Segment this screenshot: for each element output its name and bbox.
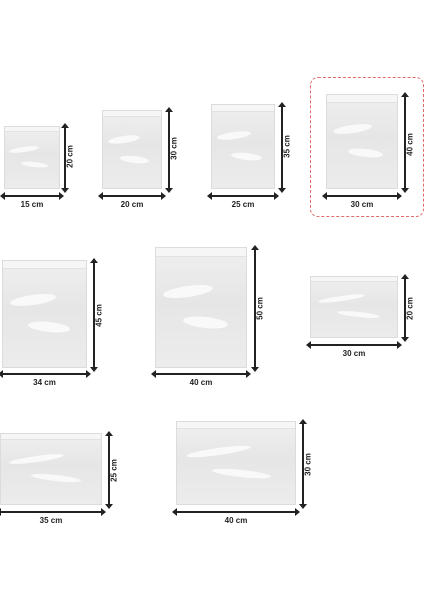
height-label: 30 cm [169,137,179,160]
height-dimension-line [278,102,286,193]
height-dimension-line [90,258,98,372]
height-label: 35 cm [282,135,292,158]
bag-image [176,421,296,505]
width-label: 30 cm [342,349,366,358]
width-label: 34 cm [33,378,56,387]
height-dimension-line [105,431,113,509]
bag-image [211,104,275,189]
height-label: 45 cm [94,304,104,327]
width-label: 15 cm [20,200,44,209]
height-dimension-line [165,107,173,193]
width-dimension-line [306,341,402,349]
height-label: 40 cm [405,133,415,156]
width-dimension-line [0,508,106,516]
width-label: 40 cm [189,378,213,387]
height-dimension-line [401,274,409,342]
bag-image [0,433,102,505]
bag-image [2,260,87,368]
bag-image [310,276,398,338]
height-dimension-line [61,123,69,193]
bag-image [155,247,247,368]
width-dimension-line [0,370,91,378]
width-dimension-line [98,192,166,200]
width-dimension-line [322,192,402,200]
bag-image [326,94,398,189]
width-label: 30 cm [350,200,374,209]
height-label: 50 cm [255,297,265,320]
bag-image [4,126,60,189]
height-dimension-line [401,92,409,193]
height-dimension-line [299,419,307,509]
width-label: 35 cm [39,516,63,525]
width-dimension-line [172,508,300,516]
height-label: 25 cm [109,459,119,482]
width-label: 20 cm [120,200,144,209]
height-label: 30 cm [303,453,313,476]
width-dimension-line [0,192,64,200]
width-label: 25 cm [231,200,255,209]
height-label: 20 cm [405,297,415,320]
height-dimension-line [251,245,259,372]
width-dimension-line [151,370,251,378]
width-dimension-line [207,192,279,200]
bag-image [102,110,162,189]
height-label: 20 cm [65,145,75,168]
width-label: 40 cm [224,516,248,525]
